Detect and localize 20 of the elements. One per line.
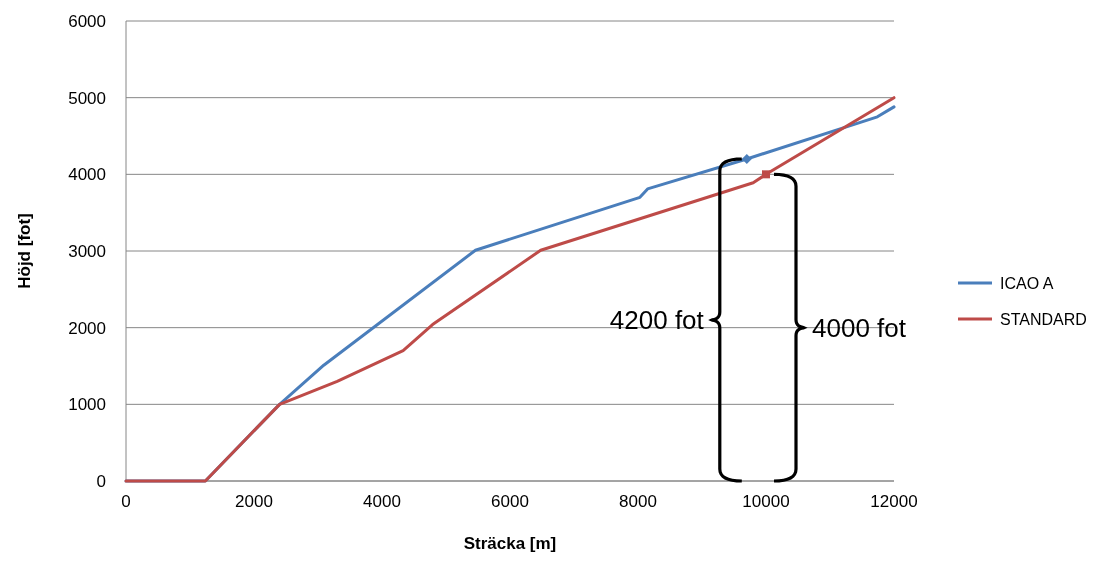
legend-label: STANDARD (1000, 311, 1087, 328)
legend-label: ICAO A (1000, 275, 1054, 292)
y-tick-label: 3000 (68, 242, 106, 261)
x-tick-label: 0 (121, 492, 131, 511)
annotation: 4000 fot (812, 312, 907, 343)
x-tick-label: 12000 (870, 492, 918, 511)
x-axis-title: Sträcka [m] (463, 534, 557, 553)
y-tick-label: 5000 (68, 88, 106, 108)
y-tick-label: 0 (96, 472, 106, 491)
x-tick-label: 10000 (742, 492, 790, 511)
annotation: 4200 fot (609, 305, 705, 335)
x-tick-label: 4000 (363, 492, 401, 511)
y-tick-label: 1000 (68, 395, 106, 415)
x-tick-label: 2000 (235, 492, 273, 511)
y-axis-title: Höjd [fot] (15, 213, 34, 289)
y-tick-label: 4000 (68, 165, 106, 185)
y-tick-label: 6000 (68, 12, 106, 31)
x-tick-label: 8000 (619, 492, 657, 511)
x-tick-label: 6000 (491, 492, 529, 511)
y-tick-label: 2000 (68, 318, 106, 338)
